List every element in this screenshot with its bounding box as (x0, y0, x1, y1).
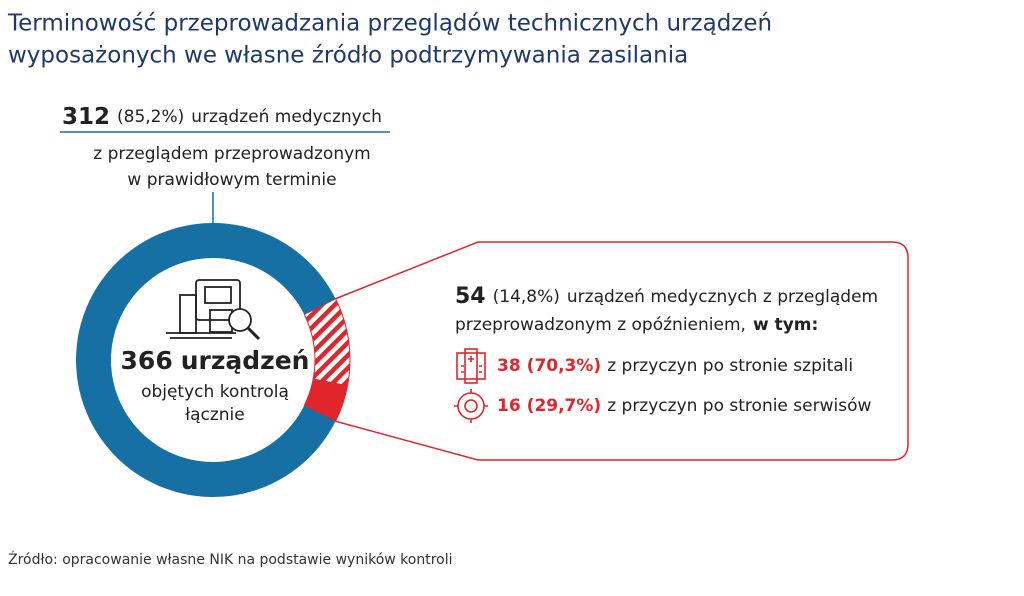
percent: (29,7%) (527, 396, 602, 416)
item-icon (454, 389, 488, 423)
source: Źródło: opracowanie własne NIK na podsta… (8, 550, 453, 568)
label: urządzeń medycznych (191, 107, 382, 127)
icon-part (464, 348, 478, 384)
percent: (14,8%) (493, 287, 560, 307)
title-line: Terminowość przeprowadzania przeglądów t… (7, 11, 772, 37)
icon-part (228, 308, 252, 332)
value: 16 (497, 396, 521, 416)
label: przeprowadzonym z opóźnieniem, (455, 315, 746, 335)
icon-part (461, 356, 482, 373)
label: z przyczyn po stronie szpitali (607, 356, 853, 376)
icon-part (457, 392, 485, 420)
icon-part (456, 352, 486, 380)
value: 312 (62, 104, 110, 130)
center-label: łącznie (185, 405, 244, 425)
percent: (70,3%) (527, 356, 602, 376)
percent: (85,2%) (117, 107, 184, 127)
title-line: wyposażonych we własne źródło podtrzymyw… (8, 43, 688, 69)
annotation: 312 (85,2%) urządzeń medycznych (62, 104, 382, 130)
annotation: 54 (14,8%) urządzeń medycznych z przegląde… (455, 284, 878, 309)
callout-box (335, 241, 909, 461)
icon-part (454, 389, 488, 423)
item-text: 16 (29,7%) z przyczyn po stronie serwisów (497, 396, 871, 416)
icon-part (179, 294, 197, 334)
center-value: 366 urządzeń (121, 346, 310, 375)
icon-part (246, 326, 261, 341)
annotation: w prawidłowym terminie (127, 170, 336, 190)
value: 366 (121, 346, 173, 375)
label: z przyczyn po stronie serwisów (607, 396, 871, 416)
unit: urządzeń (181, 346, 310, 375)
item-icon (456, 348, 486, 384)
donut-segment (303, 298, 351, 387)
icon-part (204, 286, 232, 304)
icon-part (464, 399, 478, 413)
icon (166, 279, 261, 341)
center-label: objętych kontrolą (141, 382, 289, 402)
label: urządzeń medycznych z przeglądem (567, 287, 878, 307)
emphasis: w tym: (753, 315, 818, 335)
annotation: z przeglądem przeprowadzonym (93, 144, 370, 164)
value: 38 (497, 356, 521, 376)
icon-part (166, 332, 236, 339)
value: 54 (455, 284, 486, 309)
item-text: 38 (70,3%) z przyczyn po stronie szpitali (497, 356, 853, 376)
annotation: przeprowadzonym z opóźnieniem, w tym: (455, 315, 818, 335)
